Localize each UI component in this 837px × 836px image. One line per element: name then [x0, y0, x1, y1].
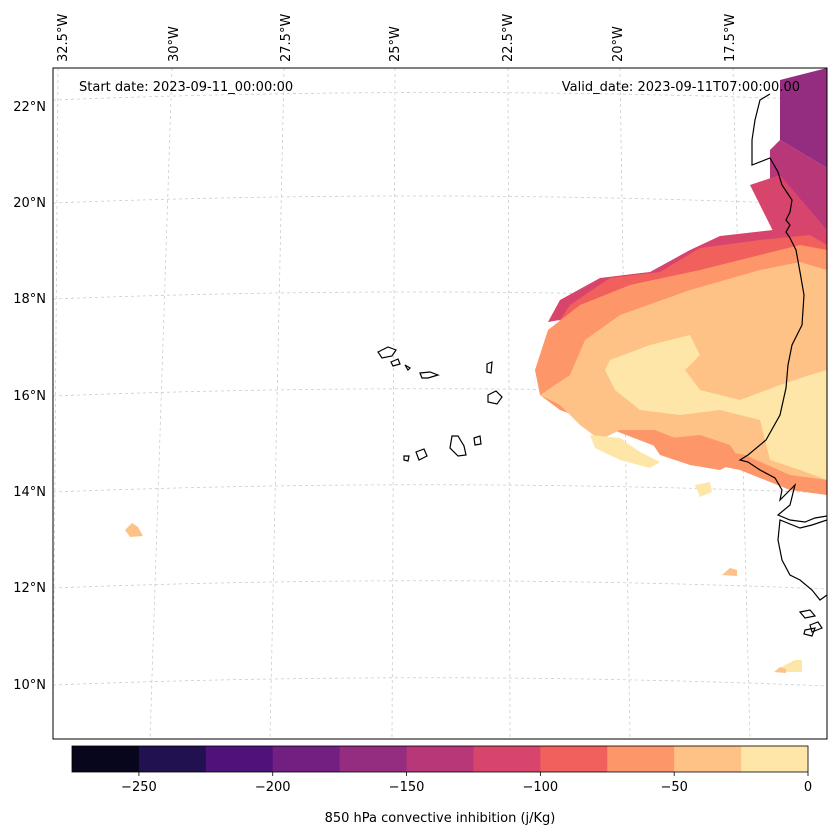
latitude-labels: 22°N 20°N 18°N 16°N 14°N 12°N 10°N — [13, 100, 46, 693]
island-santiago — [449, 435, 467, 457]
cin-contour-purple — [780, 68, 827, 168]
colorbar-tick-label: −50 — [660, 780, 687, 795]
island-maio — [473, 435, 482, 446]
african-coastline — [738, 93, 827, 523]
lat-label: 22°N — [13, 100, 46, 115]
map-frame — [52, 67, 828, 740]
colorbar-swatch — [540, 746, 608, 772]
lon-label: 32.5°W — [56, 14, 71, 62]
cin-contour-small-4 — [774, 667, 786, 673]
cin-contour-magenta — [770, 140, 827, 230]
cin-contour-orange-patch — [650, 435, 740, 470]
island-boa-vista — [487, 390, 503, 405]
lat-label: 10°N — [13, 678, 46, 693]
colorbar-frame — [71, 745, 809, 773]
start-date-label: Start date: 2023-09-11_00:00:00 — [79, 80, 293, 95]
island-fogo — [415, 448, 428, 461]
colorbar-swatch — [339, 746, 408, 772]
colorbar-ticks: −250 −200 −150 −100 −50 0 — [121, 772, 812, 795]
lat-label: 20°N — [13, 196, 46, 211]
valid-date-label: Valid_date: 2023-09-11T07:00:00.00 — [562, 80, 800, 95]
colorbar-swatches — [72, 746, 809, 772]
lat-label: 16°N — [13, 389, 46, 404]
island-sao-nicolau — [419, 371, 440, 379]
colorbar-label: 850 hPa convective inhibition (j/Kg) — [325, 811, 556, 826]
longitude-labels: 32.5°W 30°W 27.5°W 25°W 22.5°W 20°W 17.5… — [56, 14, 738, 62]
lon-label: 17.5°W — [723, 14, 738, 62]
lon-label: 27.5°W — [279, 14, 294, 62]
colorbar-tick-label: −200 — [255, 780, 291, 795]
coastlines — [738, 93, 827, 637]
cin-contour-light-patch-2 — [695, 482, 712, 497]
island-santo-antao — [377, 346, 397, 359]
cin-contour-small-2 — [722, 568, 737, 576]
colorbar-swatch — [406, 746, 474, 772]
colorbar-swatch — [674, 746, 742, 772]
lon-label: 25°W — [388, 26, 403, 62]
island-brava — [403, 455, 410, 462]
cin-fill — [125, 68, 827, 673]
colorbar-tick-label: −250 — [121, 780, 157, 795]
lat-label: 14°N — [13, 485, 46, 500]
island-sal — [486, 361, 493, 374]
colorbar-swatch — [473, 746, 541, 772]
colorbar-swatch — [72, 746, 140, 772]
colorbar-swatch — [607, 746, 675, 772]
lon-label: 30°W — [167, 26, 182, 62]
cin-contour-small-1 — [125, 523, 143, 537]
lon-label: 22.5°W — [501, 14, 516, 62]
guinea-coast — [777, 519, 827, 601]
colorbar: −250 −200 −150 −100 −50 0 850 hPa convective … — [71, 745, 812, 826]
colorbar-tick-label: 0 — [804, 780, 812, 795]
graticule — [53, 68, 827, 739]
colorbar-swatch — [205, 746, 274, 772]
cin-contour-pink — [750, 175, 827, 250]
colorbar-tick-label: −150 — [389, 780, 425, 795]
lat-label: 18°N — [13, 292, 46, 307]
bijagos-islands — [798, 609, 823, 637]
colorbar-swatch — [272, 746, 341, 772]
colorbar-swatch — [741, 746, 809, 772]
cape-verde-islands — [377, 346, 503, 462]
island-santa-luzia — [404, 364, 411, 371]
lon-label: 20°W — [611, 26, 626, 62]
lat-label: 12°N — [13, 581, 46, 596]
island-sao-vicente — [390, 358, 401, 367]
cin-contour-light-patch — [590, 435, 660, 468]
colorbar-tick-label: −100 — [523, 780, 559, 795]
cin-contour-light — [605, 335, 827, 480]
colorbar-swatch — [138, 746, 207, 772]
